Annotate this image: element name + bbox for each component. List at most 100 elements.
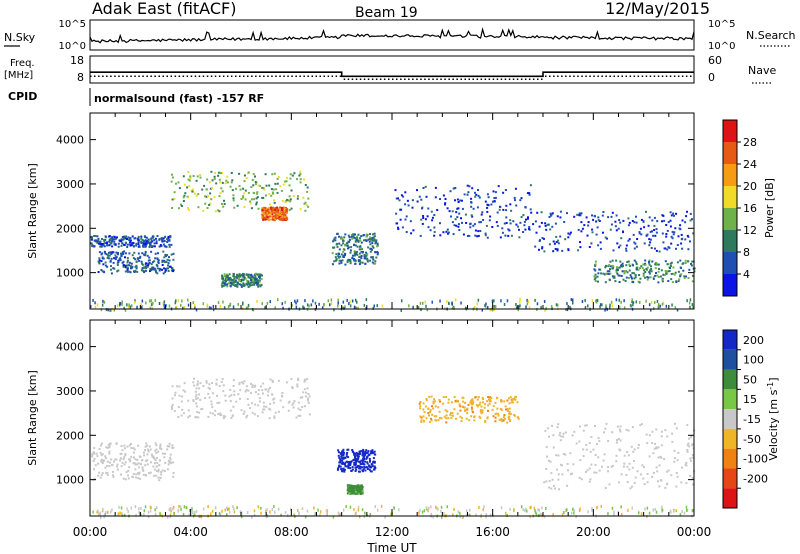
nave-dot [214, 75, 217, 77]
ground-scatter-cell [503, 303, 506, 306]
scatter-cell [577, 228, 580, 231]
scatter-cell [222, 205, 225, 208]
scatter-cell [142, 242, 145, 245]
ground-scatter-cell [453, 507, 455, 511]
scatter-cell [242, 187, 245, 190]
ground-scatter-cell [107, 308, 109, 312]
ground-scatter-cell [431, 300, 433, 304]
scatter-cell [347, 247, 349, 250]
scatter-cell [123, 463, 126, 466]
scatter-cell [219, 181, 222, 184]
scatter-cell [178, 187, 181, 190]
scatter-cell [148, 262, 151, 265]
scatter-cell [354, 486, 357, 489]
scatter-cell [404, 191, 407, 194]
scatter-cell [149, 269, 152, 272]
scatter-cell [246, 279, 249, 282]
scatter-cell [446, 207, 449, 210]
nave-dot [235, 75, 237, 77]
scatter-cell [195, 194, 198, 197]
scatter-cell [429, 420, 431, 423]
scatter-cell [357, 260, 360, 263]
scatter-cell [354, 456, 356, 458]
scatter-cell [604, 266, 607, 269]
scatter-cell [292, 402, 295, 405]
scatter-cell [654, 263, 657, 266]
scatter-cell [363, 455, 366, 458]
scatter-cell [160, 447, 163, 450]
scatter-cell [120, 465, 123, 468]
scatter-cell [124, 256, 126, 259]
scatter-cell [104, 239, 107, 241]
scatter-cell [689, 474, 692, 477]
scatter-cell [270, 188, 273, 191]
scatter-cell [354, 262, 357, 265]
scatter-cell [135, 265, 138, 268]
scatter-cell [450, 416, 453, 419]
scatter-cell [477, 234, 480, 237]
ground-scatter-cell [321, 306, 324, 310]
scatter-cell [209, 187, 212, 190]
scatter-cell [687, 248, 690, 251]
scatter-cell [243, 206, 246, 208]
scatter-cell [368, 453, 371, 456]
ground-scatter-cell [476, 302, 478, 306]
scatter-cell [163, 267, 166, 270]
scatter-cell [596, 226, 599, 229]
ground-scatter-cell [425, 506, 428, 510]
scatter-cell [353, 250, 356, 253]
scatter-cell [140, 269, 143, 272]
scatter-cell [596, 275, 599, 278]
scatter-cell [344, 254, 346, 257]
scatter-cell [355, 485, 358, 488]
scatter-cell [468, 234, 471, 237]
scatter-cell [271, 393, 274, 396]
scatter-cell [543, 481, 546, 484]
scatter-cell [621, 270, 624, 273]
scatter-cell [614, 225, 617, 228]
nave-dot [335, 75, 338, 77]
nave-dot [106, 75, 108, 77]
scatter-cell [433, 398, 436, 401]
scatter-cell [552, 250, 555, 253]
scatter-cell [518, 236, 521, 239]
scatter-cell [359, 460, 362, 463]
scatter-cell [182, 200, 185, 202]
scatter-cell [241, 272, 244, 275]
scatter-cell [438, 416, 441, 419]
scatter-cell [557, 473, 560, 476]
scatter-cell [462, 396, 465, 399]
scatter-cell [256, 281, 259, 284]
scatter-cell [205, 381, 208, 384]
scatter-cell [644, 271, 647, 273]
scatter-cell [107, 443, 110, 446]
ground-scatter-cell [269, 510, 271, 514]
scatter-cell [344, 461, 347, 464]
velocity-label-end: ] [767, 377, 780, 381]
scatter-cell [337, 449, 340, 452]
scatter-cell [165, 261, 168, 263]
scatter-cell [361, 490, 364, 493]
scatter-cell [481, 398, 484, 401]
scatter-cell [562, 435, 565, 438]
scatter-cell [253, 198, 256, 201]
scatter-cell [195, 405, 198, 408]
ground-scatter-cell [174, 301, 177, 305]
scatter-cell [119, 259, 122, 262]
scatter-cell [614, 280, 617, 283]
scatter-cell [262, 408, 265, 411]
scatter-cell [337, 465, 340, 468]
scatter-cell [363, 256, 366, 259]
scatter-cell [270, 208, 273, 211]
scatter-cell [182, 175, 185, 178]
ground-scatter-cell [623, 306, 626, 310]
scatter-cell [112, 261, 115, 264]
nave-dot [613, 75, 615, 77]
scatter-cell [172, 270, 174, 273]
scatter-cell [416, 189, 418, 192]
scatter-cell [509, 420, 511, 422]
scatter-cell [641, 464, 644, 467]
ground-scatter-cell [489, 308, 492, 312]
freq-panel-frame [89, 55, 695, 84]
